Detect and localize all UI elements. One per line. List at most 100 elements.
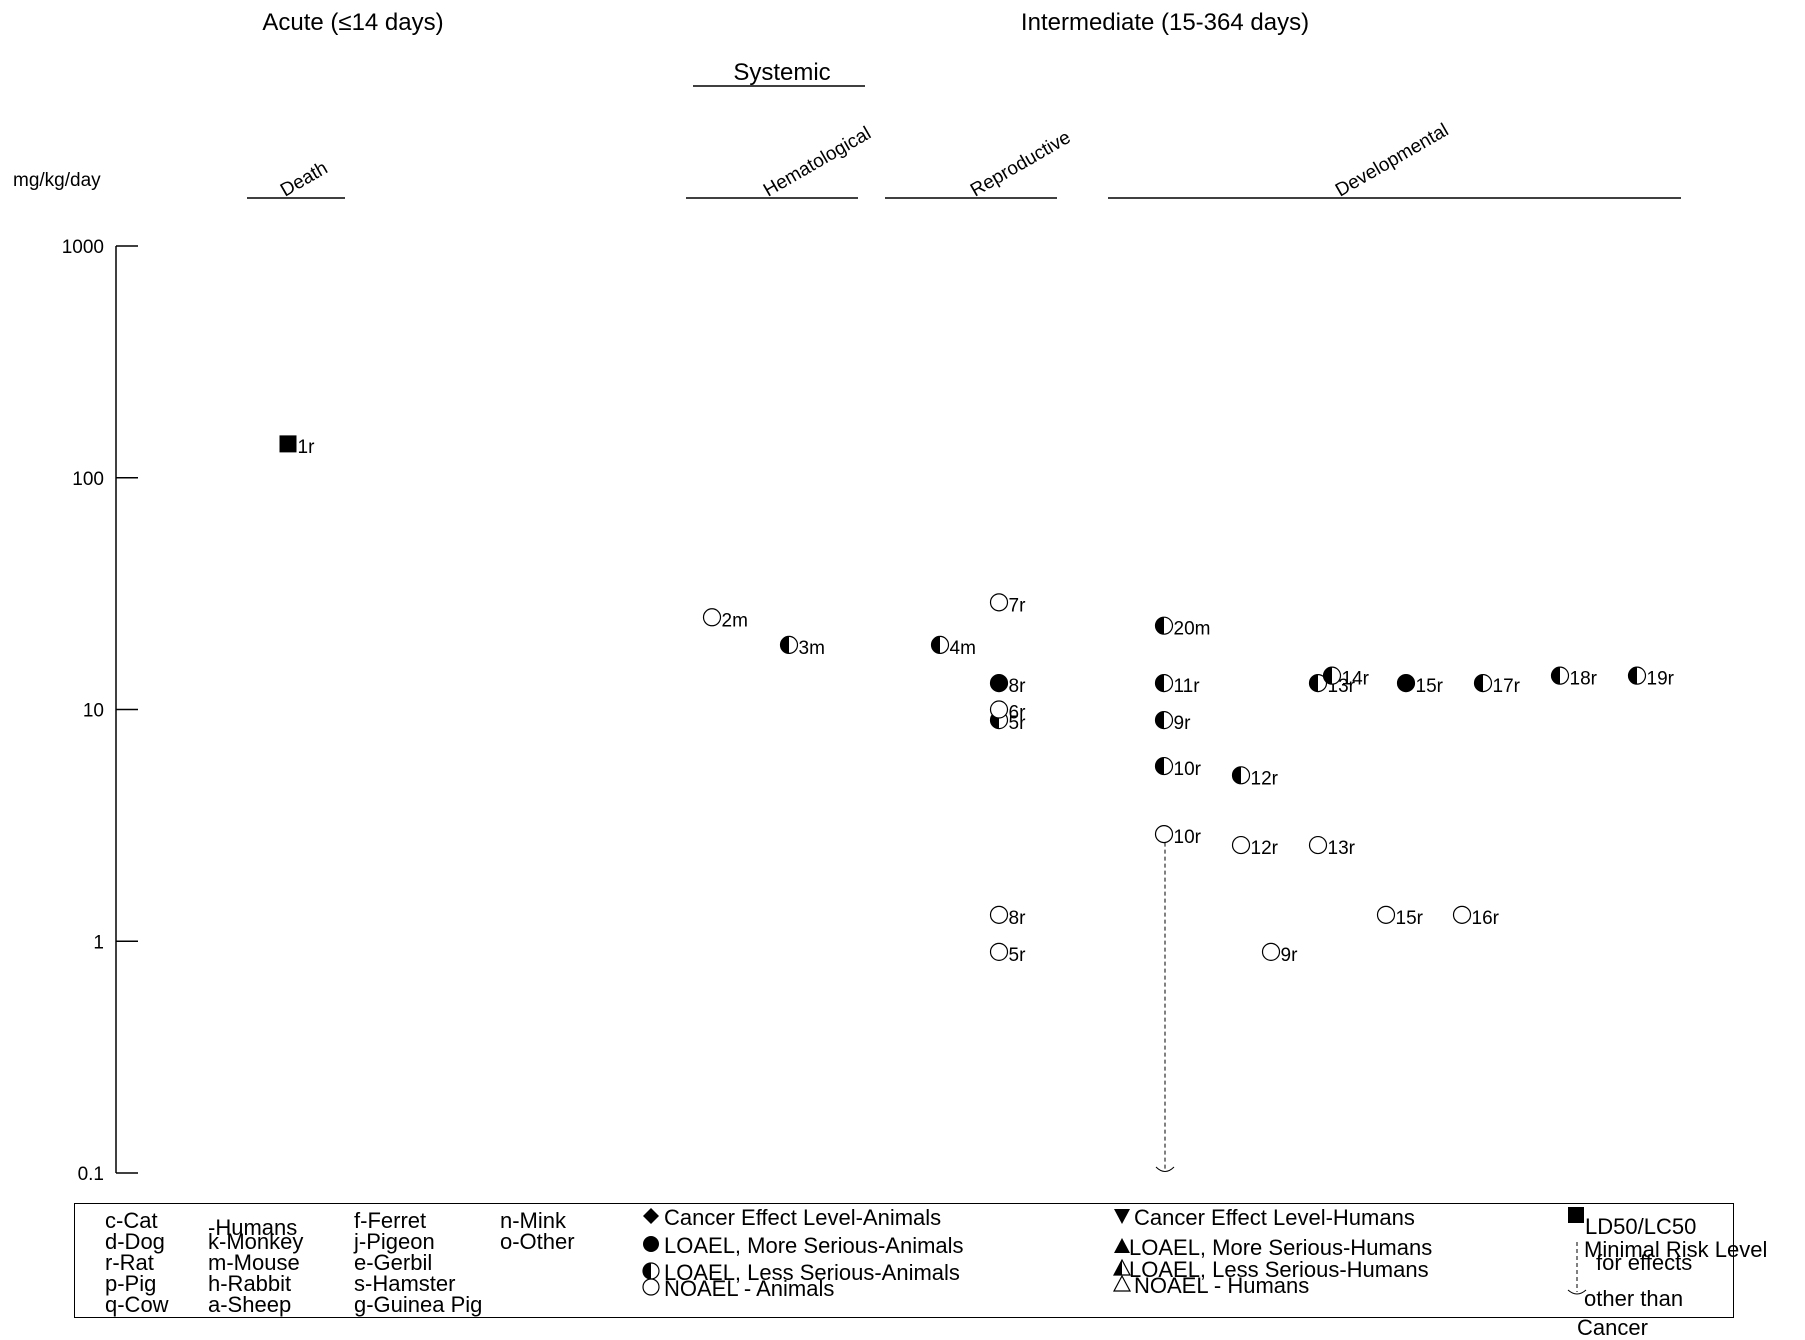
marker-open <box>1261 942 1281 961</box>
data-point: 6r <box>989 700 1027 724</box>
data-point-label: 12r <box>1251 768 1279 789</box>
marker-half-fill <box>1551 667 1560 685</box>
endpoint-death-label: Death <box>277 158 331 202</box>
legend-species-item: s-Hamster <box>354 1271 456 1296</box>
endpoint-reproductive: Reproductive <box>885 127 1074 201</box>
y-tick-label: 10 <box>83 701 104 722</box>
legend-species-item: q-Cow <box>105 1292 169 1317</box>
legend-tri-up-icon <box>1114 1238 1130 1253</box>
data-point-label: 3m <box>799 638 825 659</box>
y-tick-label: 100 <box>72 469 104 490</box>
legend-ld50: LD50/LC50 <box>1585 1214 1697 1239</box>
data-point: 9r <box>1154 711 1192 734</box>
marker-open <box>1376 905 1396 924</box>
data-point-label: 13r <box>1328 838 1356 859</box>
data-point: 7r <box>989 593 1027 616</box>
data-point: 10r <box>1154 824 1202 848</box>
endpoint-death: Death <box>247 158 345 202</box>
legend-animal-item: Cancer Effect Level-Animals <box>664 1205 942 1230</box>
legend-tri-open-icon <box>1113 1274 1131 1292</box>
data-point: 13r <box>1308 835 1356 859</box>
marker-half-fill <box>1323 667 1332 685</box>
marker-half-fill <box>1155 757 1164 775</box>
legend-species-item: n-Mink <box>500 1208 567 1233</box>
legend-mrl-text: Cancer <box>1577 1315 1648 1340</box>
legend-filled-icon <box>643 1236 659 1252</box>
data-point: 17r <box>1473 673 1521 697</box>
data-point-label: 9r <box>1174 713 1192 734</box>
legend-species-item: p-Pig <box>105 1271 157 1296</box>
data-point: 15r <box>1396 673 1444 697</box>
marker-half-fill <box>1155 711 1164 729</box>
data-point-label: 14r <box>1342 669 1370 690</box>
marker-half-fill <box>1232 766 1241 784</box>
legend-open-icon <box>642 1278 660 1296</box>
mrl-line <box>1155 842 1175 1172</box>
legend-species-item: e-Gerbil <box>354 1250 433 1275</box>
legend-species-item: h-Rabbit <box>208 1271 292 1296</box>
data-point: 12r <box>1231 835 1279 859</box>
data-point: 9r <box>1261 942 1298 966</box>
legend-animal-item: LOAEL, Less Serious-Animals <box>664 1260 960 1285</box>
marker-half-fill <box>1628 667 1637 685</box>
legend-species-item: a-Sheep <box>208 1292 292 1317</box>
marker-open <box>702 608 722 627</box>
legend-species-item: j-Pigeon <box>354 1229 435 1254</box>
data-point-label: 8r <box>1009 908 1027 929</box>
systemic-header: Systemic <box>733 59 830 86</box>
data-point: 8r <box>989 673 1027 697</box>
y-tick-label: 0.1 <box>78 1164 104 1185</box>
legend-human-item: NOAEL - Humans <box>1134 1273 1310 1298</box>
data-point-label: 15r <box>1416 676 1444 697</box>
data-point: 4m <box>930 635 976 659</box>
legend-species-item: -Humans <box>208 1215 298 1240</box>
endpoint-developmental: Developmental <box>1108 120 1681 202</box>
legend-species-item: o-Other <box>500 1229 575 1254</box>
data-point: 19r <box>1627 666 1675 690</box>
data-point: 12r <box>1231 766 1279 789</box>
data-point-label: 18r <box>1570 669 1598 690</box>
data-point-label: 10r <box>1174 827 1202 848</box>
legend-animal-item: LOAEL, More Serious-Animals <box>664 1233 964 1258</box>
legend-species-item: m-Mouse <box>208 1250 300 1275</box>
legend-mrl-text: Minimal Risk Level <box>1584 1237 1768 1262</box>
marker-half-fill <box>931 636 940 654</box>
legend-square-icon <box>1568 1207 1584 1223</box>
legend-diamond-icon <box>643 1208 659 1224</box>
legend-human-item: LOAEL, More Serious-Humans <box>1129 1235 1433 1260</box>
data-point: 10r <box>1154 756 1202 780</box>
legend-animal-item: NOAEL - Animals <box>664 1276 835 1301</box>
legend-mrl-text: other than <box>1584 1286 1684 1311</box>
marker-half-fill <box>1474 674 1483 692</box>
data-point-label: 8r <box>1009 676 1027 697</box>
legend-species-item: d-Dog <box>105 1229 165 1254</box>
data-point-label: 5r <box>1009 945 1027 966</box>
marker-square <box>279 435 297 453</box>
endpoint-developmental-label: Developmental <box>1332 120 1452 202</box>
data-point: 5r <box>989 942 1027 966</box>
legend-species-item: k-Monkey <box>208 1229 304 1254</box>
legend-species-item: f-Ferret <box>354 1208 427 1233</box>
data-point-label: 6r <box>1009 703 1027 724</box>
mrl-end-cap <box>1155 1166 1175 1172</box>
legend <box>74 1203 1734 1318</box>
legend-species-item: c-Cat <box>105 1208 158 1233</box>
legend-species-item: g-Guinea Pig <box>354 1292 483 1317</box>
marker-open <box>989 905 1009 924</box>
data-point-label: 11r <box>1174 676 1201 697</box>
data-point: 8r <box>989 905 1027 929</box>
duration-acute-label: Acute (≤14 days) <box>262 9 443 36</box>
y-axis: 1000 100 10 1 0.1 <box>62 237 138 1185</box>
duration-intermediate-label: Intermediate (15-364 days) <box>1021 9 1309 36</box>
data-point: 1r <box>279 435 315 458</box>
data-point-label: 7r <box>1009 595 1027 616</box>
marker-open <box>989 700 1009 719</box>
data-point-label: 19r <box>1647 669 1675 690</box>
marker-open <box>989 942 1009 961</box>
data-point: 11r <box>1154 673 1201 697</box>
marker-open <box>1154 824 1174 844</box>
data-point: 20m <box>1154 616 1210 640</box>
marker-open <box>1452 905 1472 924</box>
marker-open <box>989 593 1009 612</box>
